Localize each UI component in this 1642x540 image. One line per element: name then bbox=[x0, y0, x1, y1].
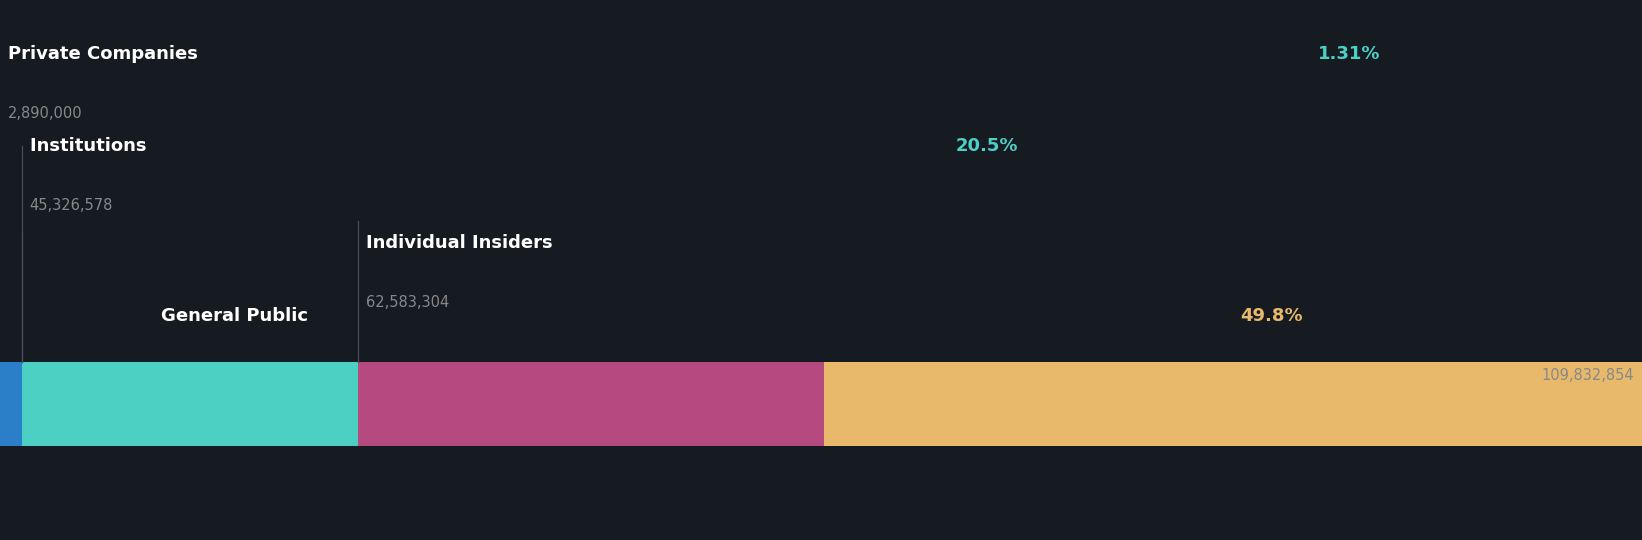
Bar bbox=[0, 362, 21, 446]
Text: Individual Insiders: Individual Insiders bbox=[366, 234, 560, 252]
Bar bbox=[21, 362, 358, 446]
Text: 2,890,000: 2,890,000 bbox=[8, 106, 82, 121]
Text: 45,326,578: 45,326,578 bbox=[30, 198, 113, 213]
Text: Private Companies: Private Companies bbox=[8, 45, 204, 63]
Text: 1.31%: 1.31% bbox=[1319, 45, 1381, 63]
Bar bbox=[824, 362, 1642, 446]
Text: Institutions: Institutions bbox=[30, 137, 153, 155]
Text: 49.8%: 49.8% bbox=[1240, 307, 1302, 325]
Text: 109,832,854: 109,832,854 bbox=[1542, 368, 1634, 383]
Text: General Public: General Public bbox=[161, 307, 314, 325]
Text: 20.5%: 20.5% bbox=[956, 137, 1018, 155]
Text: 62,583,304: 62,583,304 bbox=[366, 295, 450, 310]
Text: Private Companies  1.31%: Private Companies 1.31% bbox=[8, 45, 273, 63]
Bar bbox=[358, 362, 824, 446]
